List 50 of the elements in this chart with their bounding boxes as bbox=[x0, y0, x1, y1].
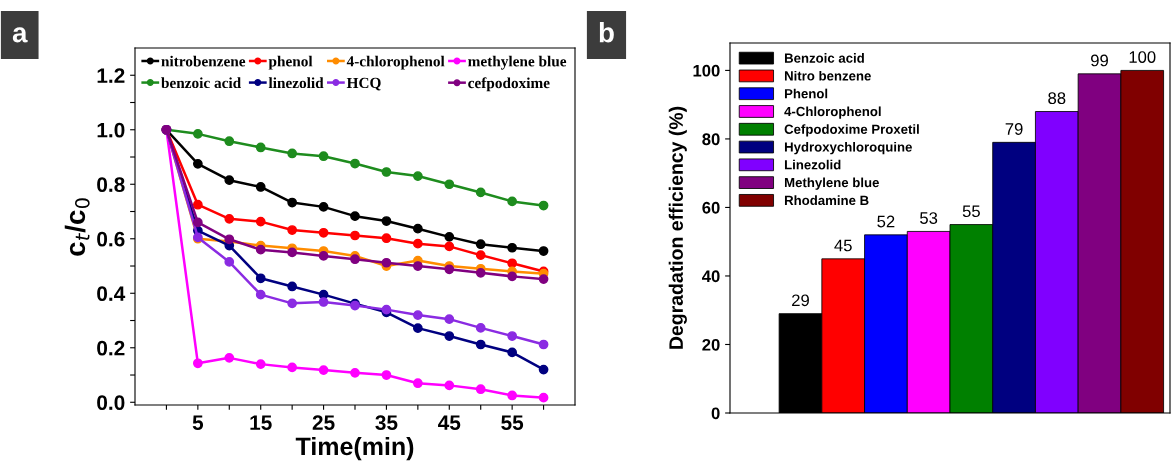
x-tick-label: 45 bbox=[438, 415, 461, 431]
x-tick-label: 5 bbox=[192, 415, 204, 431]
data-label: 52 bbox=[877, 215, 895, 228]
legend-label: Methylene blue bbox=[784, 177, 879, 190]
text: b bbox=[599, 22, 614, 43]
x-tick-label: 15 bbox=[250, 415, 272, 431]
legend-label: nitrobenzene bbox=[161, 55, 246, 67]
legend-label: Linezolid bbox=[784, 159, 841, 170]
legend-label: Rhodamine B bbox=[784, 195, 869, 206]
legend-label: Nitro benzene bbox=[784, 70, 871, 81]
x-tick-label: 55 bbox=[501, 415, 524, 431]
y-tick-label: 0.8 bbox=[97, 177, 125, 193]
legend-label: phenol bbox=[268, 55, 313, 70]
legend-label: cefpodoxime bbox=[468, 77, 550, 92]
y-tick-label: 100 bbox=[693, 64, 720, 77]
y-axis-title: c$_{t}$/c$_{0}$ bbox=[64, 198, 90, 256]
y-tick-label: 1.2 bbox=[97, 68, 125, 83]
legend-label: benzoic acid bbox=[161, 77, 241, 89]
y-tick-label: 0.6 bbox=[97, 231, 125, 247]
y-tick-label: 80 bbox=[702, 133, 720, 146]
legend-label: 4-chlorophenol bbox=[346, 55, 445, 70]
y-tick-label: 60 bbox=[702, 201, 720, 214]
x-axis-title: Time(min) bbox=[295, 436, 414, 461]
data-label: 55 bbox=[962, 205, 980, 218]
data-label: 100 bbox=[1129, 51, 1156, 63]
legend-label: 4-Chlorophenol bbox=[784, 106, 881, 119]
y-tick-label: 0.2 bbox=[97, 340, 125, 356]
y-tick-label: 0.0 bbox=[97, 395, 125, 411]
data-label: 79 bbox=[1005, 123, 1023, 135]
legend-label: Phenol bbox=[784, 88, 828, 99]
data-label: 29 bbox=[792, 294, 809, 307]
legend-label: Benzoic acid bbox=[784, 53, 864, 63]
x-tick-label: 35 bbox=[375, 415, 398, 431]
y-tick-label: 40 bbox=[701, 270, 720, 283]
legend-label: Hydroxychloroquine bbox=[784, 142, 912, 155]
data-label: 99 bbox=[1091, 54, 1108, 67]
y-axis-title: Degradation efficiency (%) bbox=[668, 106, 687, 349]
text: a bbox=[12, 27, 28, 43]
data-label: 45 bbox=[834, 239, 852, 252]
y-tick-label: 20 bbox=[702, 338, 720, 351]
legend-label: HCQ bbox=[346, 77, 381, 91]
legend-label: linezolid bbox=[268, 77, 324, 89]
x-tick-label: 25 bbox=[312, 415, 335, 431]
legend-label: Cefpodoxime Proxetil bbox=[784, 124, 919, 137]
y-tick-label: 0.4 bbox=[97, 286, 126, 302]
data-label: 88 bbox=[1048, 92, 1066, 105]
y-tick-label: 0 bbox=[711, 407, 720, 420]
y-tick-label: 1.0 bbox=[97, 122, 125, 138]
legend-label: methylene blue bbox=[468, 55, 567, 70]
data-label: 53 bbox=[920, 212, 938, 224]
